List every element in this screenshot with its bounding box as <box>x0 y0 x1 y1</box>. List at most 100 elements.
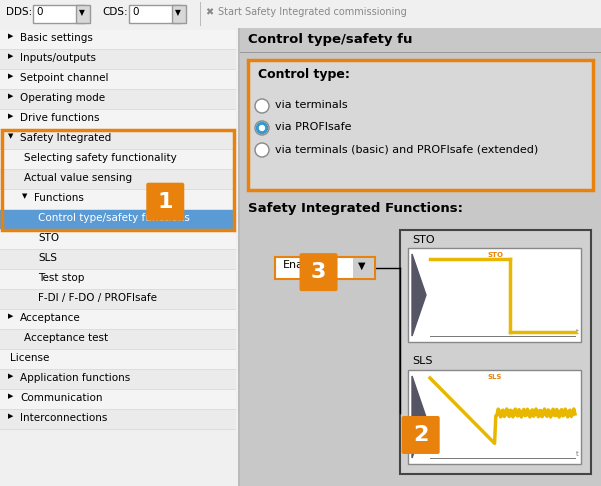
Bar <box>0 109 236 110</box>
Text: t: t <box>576 451 579 457</box>
Bar <box>200 2 201 26</box>
Text: 1: 1 <box>157 191 173 212</box>
Text: Inputs/outputs: Inputs/outputs <box>20 53 96 63</box>
Bar <box>0 429 236 430</box>
Bar <box>240 28 601 486</box>
Bar <box>408 248 581 342</box>
Bar <box>0 250 236 270</box>
Text: 0: 0 <box>132 7 138 17</box>
Bar <box>275 257 375 279</box>
FancyBboxPatch shape <box>146 183 185 221</box>
Bar <box>0 69 236 70</box>
Text: Drive functions: Drive functions <box>20 113 100 123</box>
Text: SLS: SLS <box>488 374 502 380</box>
Bar <box>0 349 236 350</box>
Bar <box>172 5 186 23</box>
Bar <box>0 370 236 390</box>
Bar <box>238 28 240 486</box>
Bar <box>0 409 236 410</box>
Circle shape <box>255 121 269 135</box>
Text: t: t <box>576 329 579 335</box>
Text: Acceptance: Acceptance <box>20 313 81 323</box>
Bar <box>0 0 601 28</box>
Bar <box>0 170 236 190</box>
Bar <box>353 258 374 278</box>
Bar <box>0 289 236 290</box>
Bar <box>0 190 236 210</box>
Bar <box>129 5 181 23</box>
Bar <box>0 269 236 270</box>
Text: Safety Integrated Functions:: Safety Integrated Functions: <box>248 202 463 215</box>
Text: ▶: ▶ <box>8 413 13 419</box>
Text: Actual value sensing: Actual value sensing <box>24 173 132 183</box>
Text: STO: STO <box>488 252 504 258</box>
Text: CDS:: CDS: <box>102 7 127 17</box>
Bar <box>0 330 236 350</box>
Bar <box>0 110 236 130</box>
Text: Control type/safety fu: Control type/safety fu <box>248 33 412 46</box>
Text: ▶: ▶ <box>8 93 13 99</box>
Bar <box>0 329 236 330</box>
Text: via terminals: via terminals <box>275 100 347 110</box>
Text: Operating mode: Operating mode <box>20 93 105 103</box>
Bar <box>2 130 234 230</box>
Bar <box>0 50 236 70</box>
Text: ▶: ▶ <box>8 373 13 379</box>
Text: F-DI / F-DO / PROFIsafe: F-DI / F-DO / PROFIsafe <box>38 293 157 303</box>
Circle shape <box>255 99 269 113</box>
Bar <box>0 410 236 430</box>
Text: ▶: ▶ <box>8 33 13 39</box>
FancyBboxPatch shape <box>401 416 440 454</box>
Bar <box>0 249 236 250</box>
Text: ▼: ▼ <box>79 8 85 17</box>
Text: Start Safety Integrated commissioning: Start Safety Integrated commissioning <box>218 7 407 17</box>
Circle shape <box>260 125 264 131</box>
Bar <box>0 209 236 210</box>
Bar <box>0 210 236 230</box>
Text: Setpoint channel: Setpoint channel <box>20 73 109 83</box>
Bar <box>0 230 236 250</box>
Bar <box>0 290 236 310</box>
Text: ▼: ▼ <box>22 193 28 199</box>
Bar <box>0 389 236 390</box>
Text: ✖: ✖ <box>205 7 213 17</box>
Text: Interconnections: Interconnections <box>20 413 108 423</box>
Text: SLS: SLS <box>38 253 57 263</box>
Bar <box>0 350 236 370</box>
Bar <box>0 28 601 29</box>
Text: ▶: ▶ <box>8 313 13 319</box>
Text: ▼: ▼ <box>8 133 13 139</box>
Bar <box>0 89 236 90</box>
Bar <box>0 169 236 170</box>
Bar <box>0 270 236 290</box>
Bar <box>400 230 591 474</box>
Text: Selecting safety functionality: Selecting safety functionality <box>24 153 177 163</box>
Bar <box>248 60 593 190</box>
Text: Application functions: Application functions <box>20 373 130 383</box>
Bar <box>0 309 236 310</box>
Text: ▶: ▶ <box>8 393 13 399</box>
Text: ▶: ▶ <box>8 113 13 119</box>
Text: Control type/safety functions: Control type/safety functions <box>38 213 190 223</box>
Text: STO: STO <box>412 235 435 245</box>
Bar <box>0 129 236 130</box>
Text: via terminals (basic) and PROFIsafe (extended): via terminals (basic) and PROFIsafe (ext… <box>275 144 538 154</box>
Text: Basic settings: Basic settings <box>20 33 93 43</box>
Bar <box>0 390 236 410</box>
Bar <box>0 49 236 50</box>
Text: Acceptance test: Acceptance test <box>24 333 108 343</box>
Text: DDS:: DDS: <box>6 7 32 17</box>
Text: Communication: Communication <box>20 393 103 403</box>
Bar <box>0 310 236 330</box>
Bar <box>33 5 85 23</box>
Text: Safety Integrated: Safety Integrated <box>20 133 111 143</box>
FancyBboxPatch shape <box>299 253 338 291</box>
Bar <box>408 370 581 464</box>
Text: STO: STO <box>38 233 59 243</box>
Circle shape <box>257 122 267 134</box>
Bar <box>0 130 236 150</box>
Bar <box>0 149 236 150</box>
Bar <box>0 70 236 90</box>
Text: 0: 0 <box>36 7 43 17</box>
Text: Control type:: Control type: <box>258 68 350 81</box>
